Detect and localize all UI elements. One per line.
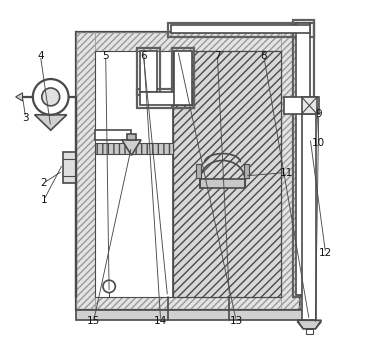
Bar	[140, 92, 191, 106]
Bar	[171, 25, 310, 33]
Bar	[76, 32, 96, 310]
Text: 9: 9	[315, 109, 322, 119]
Bar	[196, 164, 201, 178]
Bar	[96, 297, 281, 310]
Text: 10: 10	[312, 138, 325, 148]
Bar	[137, 89, 194, 108]
Text: 7: 7	[214, 51, 221, 61]
Bar	[96, 32, 281, 50]
Bar	[76, 32, 300, 310]
Text: 5: 5	[102, 51, 109, 61]
Text: 12: 12	[319, 248, 332, 258]
Circle shape	[103, 280, 115, 293]
Polygon shape	[297, 320, 321, 329]
Bar	[96, 50, 281, 297]
Bar	[76, 310, 314, 320]
Bar	[244, 164, 249, 178]
Bar	[96, 143, 173, 154]
Circle shape	[33, 79, 68, 115]
Text: 11: 11	[280, 168, 293, 177]
Bar	[293, 20, 314, 297]
Bar	[168, 23, 314, 37]
Bar	[302, 97, 317, 114]
Polygon shape	[35, 115, 67, 130]
Bar	[172, 48, 194, 108]
Bar	[281, 32, 300, 310]
Text: 4: 4	[37, 51, 44, 61]
Bar	[137, 48, 160, 95]
Bar	[302, 114, 316, 320]
Text: 3: 3	[22, 112, 29, 122]
Text: 14: 14	[154, 316, 167, 326]
Bar	[127, 134, 135, 140]
Bar	[306, 329, 313, 334]
Text: 2: 2	[41, 178, 47, 188]
Bar	[140, 50, 157, 92]
Bar	[200, 179, 245, 188]
Text: 13: 13	[229, 316, 243, 326]
Bar	[296, 23, 310, 295]
Polygon shape	[122, 140, 141, 155]
Bar	[284, 97, 319, 114]
Text: 15: 15	[87, 316, 100, 326]
Bar	[173, 50, 281, 297]
Bar	[175, 50, 191, 106]
Bar	[63, 152, 76, 183]
Circle shape	[42, 88, 60, 106]
Bar	[96, 130, 131, 140]
Bar	[173, 50, 281, 297]
Text: 1: 1	[41, 195, 47, 205]
Polygon shape	[16, 93, 23, 101]
Text: 8: 8	[261, 51, 267, 61]
Text: 6: 6	[140, 51, 147, 61]
